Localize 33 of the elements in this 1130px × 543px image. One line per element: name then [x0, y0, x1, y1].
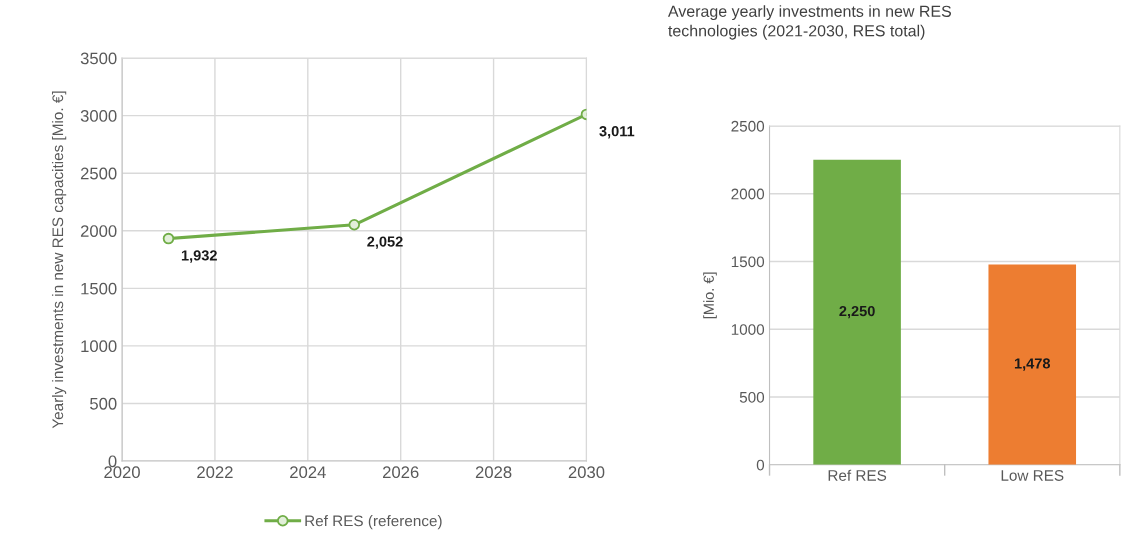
- x-tick-label: 2030: [568, 466, 605, 479]
- point: [348, 219, 361, 231]
- data-label: 2,052: [367, 236, 403, 249]
- y-tick-label: 1000: [81, 340, 117, 353]
- chart-title: Average yearly investments in new RES technologies (2021-2030, RES total): [667, 5, 952, 40]
- y-tick-label: 2500: [80, 167, 117, 180]
- y-tick-label: 3500: [80, 52, 117, 65]
- x-tick-label: 2028: [475, 466, 512, 479]
- y-axis-title: [Mio. €]: [703, 272, 717, 319]
- y-tick-label: 3000: [80, 110, 117, 122]
- point: [162, 232, 175, 245]
- x-tick-label: Low RES: [1001, 470, 1064, 481]
- y-tick-label: 2000: [80, 225, 117, 237]
- data-label: 1,478: [1014, 358, 1051, 371]
- y-tick-label: 2000: [731, 188, 765, 200]
- data-label: 2,250: [839, 305, 875, 319]
- y-tick-label: 1500: [81, 282, 117, 295]
- y-tick-label: 2500: [731, 120, 765, 132]
- x-tick-label: 2020: [104, 466, 140, 479]
- x-tick-label: 2026: [383, 466, 419, 479]
- x-tick-label: 2024: [290, 466, 326, 479]
- data-label: 3,011: [599, 126, 635, 139]
- y-tick-label: 0: [108, 455, 117, 468]
- data-label: 1,932: [181, 250, 217, 263]
- y-tick-label: 500: [90, 397, 117, 410]
- y-axis-title: Yearly investments in new RES capacities [Mio. €]: [51, 91, 67, 429]
- y-tick-label: 0: [756, 459, 765, 471]
- y-tick-label: 500: [739, 391, 765, 403]
- legend-label: Ref RES (reference): [305, 515, 442, 530]
- y-tick-label: 1000: [731, 324, 765, 335]
- y-tick-label: 1500: [731, 256, 765, 268]
- x-tick-label: 2022: [197, 466, 233, 479]
- x-tick-label: Ref RES: [828, 469, 887, 481]
